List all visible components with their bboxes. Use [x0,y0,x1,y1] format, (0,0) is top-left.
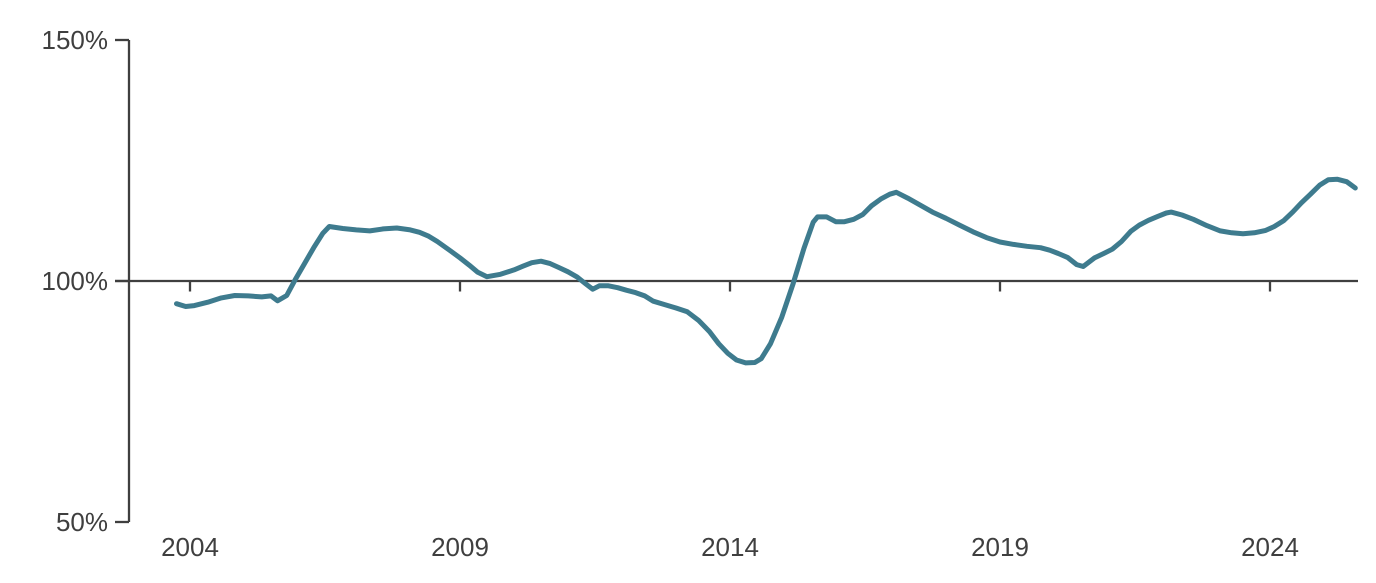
data-series-line [174,176,1358,366]
y-tick-label: 50% [56,507,108,537]
x-tick-label: 2014 [701,532,759,562]
x-tick-label: 2024 [1241,532,1299,562]
x-tick-label: 2004 [161,532,219,562]
x-tick-label: 2019 [971,532,1029,562]
x-tick-label: 2009 [431,532,489,562]
y-tick-label: 150% [42,25,109,55]
y-tick-label: 100% [42,266,109,296]
